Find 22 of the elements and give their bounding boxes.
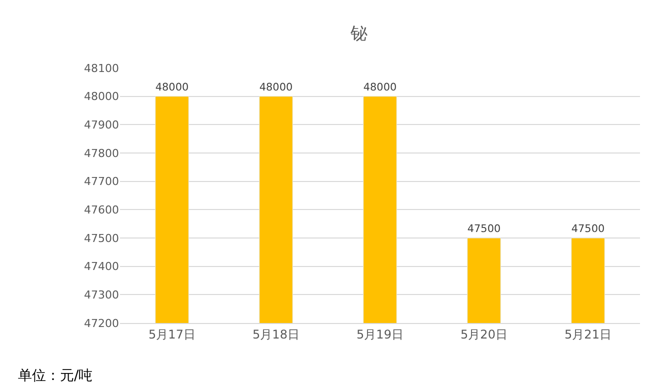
y-tick-label: 48000 bbox=[84, 90, 119, 104]
data-label: 48000 bbox=[363, 81, 397, 94]
data-label: 48000 bbox=[259, 81, 293, 94]
data-label: 48000 bbox=[155, 81, 189, 94]
x-tick-label: 5月17日 bbox=[148, 327, 196, 342]
data-label: 47500 bbox=[467, 223, 501, 236]
y-tick-label: 47200 bbox=[84, 316, 119, 330]
x-tick-label: 5月19日 bbox=[356, 327, 404, 342]
y-tick-label: 47300 bbox=[84, 288, 119, 302]
y-tick-label: 47500 bbox=[84, 232, 119, 245]
y-tick-label: 47400 bbox=[84, 260, 119, 274]
chart-title: 铋 bbox=[350, 24, 368, 44]
x-tick-label: 5月18日 bbox=[252, 327, 300, 342]
x-tick-label: 5月21日 bbox=[564, 327, 612, 342]
y-tick-label: 48100 bbox=[84, 62, 119, 75]
y-tick-label: 47800 bbox=[84, 146, 119, 160]
y-tick-label: 47600 bbox=[84, 204, 119, 217]
x-tick-label: 5月20日 bbox=[460, 327, 508, 342]
y-tick-label: 47900 bbox=[84, 118, 119, 132]
y-tick-label: 47700 bbox=[84, 175, 119, 188]
text: 单位：元/吨 bbox=[18, 368, 93, 384]
data-label: 47500 bbox=[571, 223, 605, 236]
